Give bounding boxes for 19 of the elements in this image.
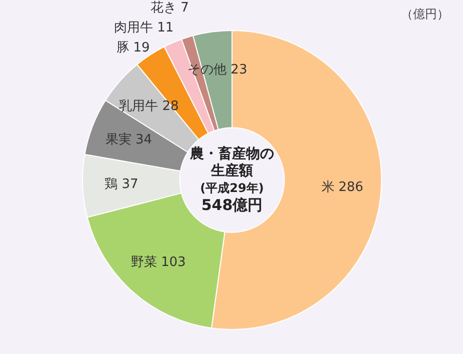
- data-label: 103: [160, 254, 186, 270]
- text: 548億円: [201, 196, 263, 214]
- data-label: 11: [157, 20, 174, 36]
- data-label: 7: [180, 0, 189, 16]
- slice-label: 花き: [150, 0, 177, 16]
- slice-label: 鶏: [104, 176, 118, 192]
- slice-label: 肉用牛: [114, 20, 154, 36]
- slice-label: 野菜: [130, 254, 157, 270]
- slice-label: 乳用牛: [119, 99, 158, 114]
- text: (平成29年): [200, 180, 264, 196]
- slice-label: 米: [321, 180, 334, 195]
- data-label: 37: [122, 176, 138, 192]
- slice-label: 豚: [116, 40, 130, 56]
- data-label: 34: [135, 132, 152, 148]
- text: 農・畜産物の生産額: [188, 146, 275, 180]
- data-label: 19: [133, 40, 150, 56]
- data-label: 286: [338, 180, 364, 195]
- slice-label: 果実: [105, 132, 132, 148]
- text: （億円）: [401, 6, 449, 23]
